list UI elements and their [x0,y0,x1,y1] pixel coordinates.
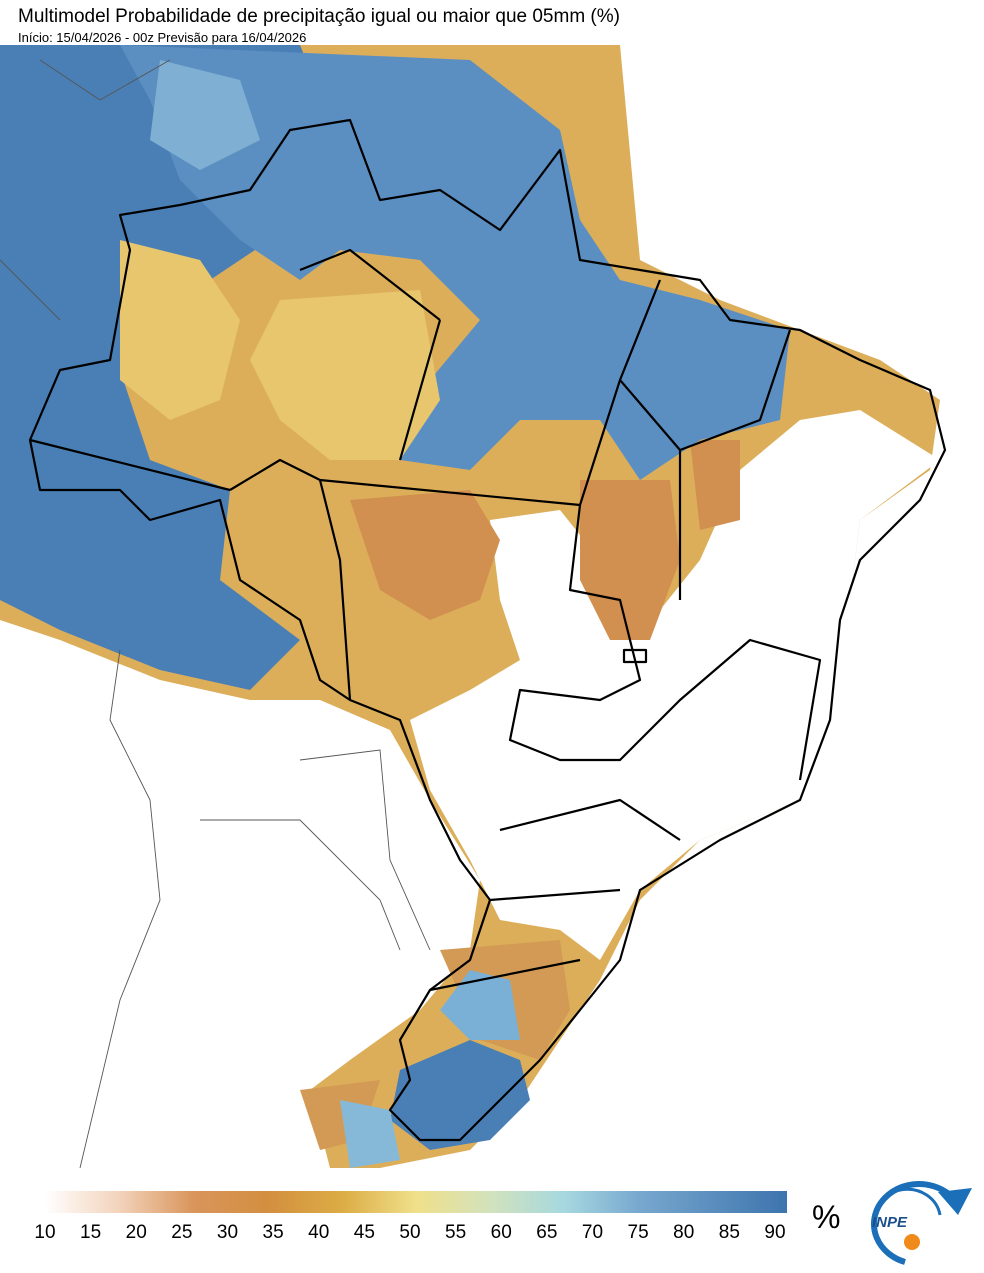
colorbar-tick-label: 65 [536,1222,557,1243]
precip-orange-patch [350,490,500,620]
colorbar-tick-label: 35 [263,1222,284,1243]
colorbar-tick-label: 80 [673,1222,694,1243]
colorbar-tick-label: 60 [491,1222,512,1243]
colorbar-tick-label: 45 [354,1222,375,1243]
logo-arrow [938,1188,972,1215]
colorbar-tick-label: 75 [628,1222,649,1243]
precip-yellow-patch [250,290,440,460]
logo-dot [904,1234,920,1250]
subtitle: Início: 15/04/2026 - 00z Previsão para 1… [18,30,306,45]
precip-high-region [440,970,520,1040]
colorbar-tick-label: 40 [308,1222,329,1243]
colorbar-tick-label: 25 [171,1222,192,1243]
logo-text: INPE [872,1214,908,1231]
precip-low-region [410,410,940,960]
colorbar-unit: % [812,1199,840,1235]
country-border [0,59,431,1169]
colorbar-tick-label: 30 [217,1222,238,1243]
colorbar-tick-label: 10 [34,1222,55,1243]
precip-orange-patch [690,440,740,530]
precip-high-region [390,1040,530,1150]
country-border [28,118,947,1142]
title: Multimodel Probabilidade de precipitação… [18,6,620,27]
state-border [622,648,648,664]
colorbar-tick-label: 15 [80,1222,101,1243]
colorbar-tick-label: 70 [582,1222,603,1243]
precip-high-region [150,60,260,170]
state-border [29,248,822,992]
map [0,45,947,1169]
colorbar-labels: 10 15 20 25 30 35 40 45 50 55 60 65 70 75 80 85 90 [34,1222,785,1243]
logo-arc [873,1187,942,1226]
colorbar-tick-label: 90 [764,1222,785,1243]
colorbar-tick-label: 20 [126,1222,147,1243]
precip-low-region [0,640,470,1168]
precip-orange-patch [580,480,680,640]
colorbar-tick-label: 55 [445,1222,466,1243]
colorbar-tick-label: 85 [719,1222,740,1243]
colorbar-tick-label: 50 [399,1222,420,1243]
precip-yellow-patch [120,240,240,420]
precip-high-region [340,1100,400,1168]
logo: INPE [870,1180,972,1265]
colorbar [45,1191,787,1213]
